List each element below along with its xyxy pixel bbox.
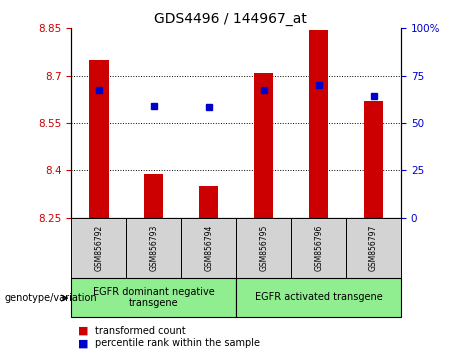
Bar — [89, 60, 108, 218]
Bar — [291, 218, 346, 278]
Text: GSM856796: GSM856796 — [314, 224, 323, 271]
Bar — [144, 173, 164, 218]
Bar — [199, 186, 219, 218]
Text: genotype/variation: genotype/variation — [5, 293, 97, 303]
Bar — [126, 218, 181, 278]
Text: ■: ■ — [78, 338, 89, 348]
Text: transformed count: transformed count — [95, 326, 185, 336]
Bar — [181, 218, 236, 278]
Text: GSM856797: GSM856797 — [369, 224, 378, 271]
Text: ■: ■ — [78, 326, 89, 336]
Text: GSM856793: GSM856793 — [149, 224, 159, 271]
Text: GSM856792: GSM856792 — [95, 225, 103, 271]
Text: GSM856795: GSM856795 — [259, 224, 268, 271]
Bar — [236, 218, 291, 278]
Text: GSM856794: GSM856794 — [204, 224, 213, 271]
Bar — [236, 278, 401, 317]
Bar — [71, 218, 126, 278]
Text: GDS4496 / 144967_at: GDS4496 / 144967_at — [154, 12, 307, 27]
Text: EGFR dominant negative
transgene: EGFR dominant negative transgene — [93, 286, 215, 308]
Bar — [346, 218, 401, 278]
Bar — [71, 278, 236, 317]
Bar — [309, 30, 328, 218]
Bar — [254, 73, 273, 218]
Bar — [364, 101, 383, 218]
Text: percentile rank within the sample: percentile rank within the sample — [95, 338, 260, 348]
Text: EGFR activated transgene: EGFR activated transgene — [255, 292, 383, 302]
